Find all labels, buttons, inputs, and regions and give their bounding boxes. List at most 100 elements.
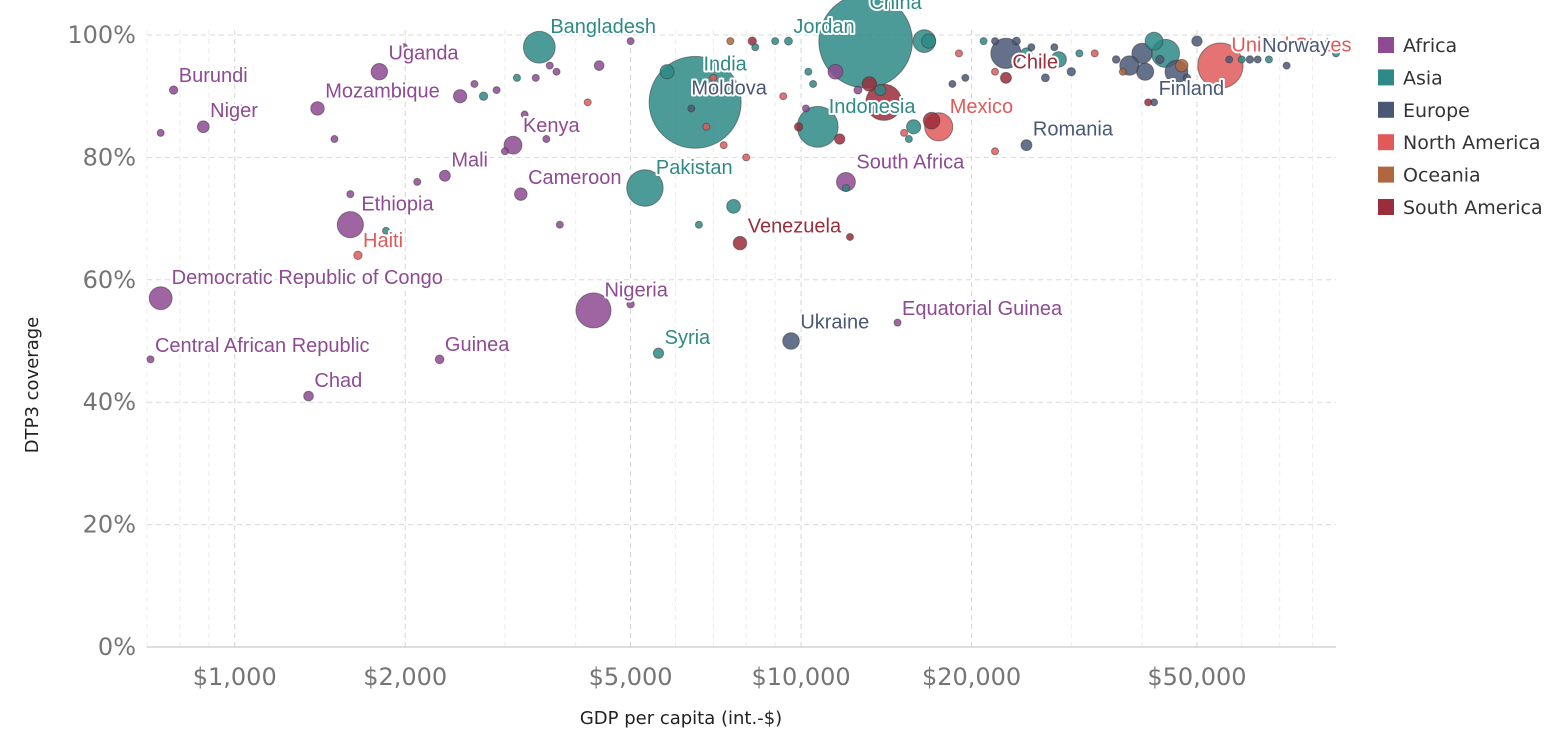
legend: Africa Asia Europe North America Oceania Sout…	[1378, 35, 1543, 219]
data-point	[346, 190, 355, 199]
data-point	[874, 83, 887, 97]
legend-label-asia: Asia	[1403, 67, 1443, 89]
x-axis-title: GDP per capita (int.-$)	[580, 708, 782, 729]
data-point	[1332, 49, 1340, 58]
data-point	[861, 76, 878, 92]
data-point	[156, 128, 165, 137]
legend-swatch-africa	[1378, 37, 1394, 53]
point-label-romania: Romania	[1033, 119, 1114, 141]
data-point	[626, 37, 635, 46]
data-point	[991, 37, 1000, 46]
data-point-cameroon	[514, 187, 528, 201]
data-point	[1075, 49, 1084, 58]
point-label-syria: Syria	[665, 327, 711, 349]
legend-swatch-oceania	[1378, 166, 1394, 183]
data-point-guinea	[434, 354, 445, 365]
point-label-haiti: Haiti	[363, 230, 403, 252]
point-labels: Burundi Niger Uganda Mozambique Kenya Mali Cam…	[153, 0, 1353, 394]
data-point	[804, 67, 813, 76]
data-point	[845, 232, 854, 241]
point-label-indonesia: Indonesia	[829, 96, 917, 118]
point-label-south-africa: South Africa	[856, 151, 965, 173]
point-label-mexico: Mexico	[950, 96, 1013, 118]
legend-swatch-south-america	[1378, 199, 1394, 215]
data-point-haiti	[353, 250, 363, 260]
data-point	[1144, 31, 1164, 51]
data-point	[1182, 73, 1192, 83]
data-point	[991, 67, 1000, 76]
data-point	[694, 220, 703, 229]
data-point	[520, 110, 529, 119]
data-point	[399, 43, 408, 52]
data-point	[478, 91, 489, 101]
data-point	[1155, 54, 1165, 65]
data-point	[979, 37, 988, 46]
point-label-burundi: Burundi	[179, 65, 248, 87]
data-point	[1111, 55, 1121, 64]
data-point-mozambique	[310, 101, 325, 116]
data-point	[719, 141, 728, 150]
data-point	[900, 128, 909, 137]
x-tick-label: $2,000	[363, 663, 447, 691]
x-tick-label: $1,000	[193, 663, 277, 691]
data-point	[1050, 51, 1067, 68]
point-label-uganda: Uganda	[389, 43, 460, 65]
legend-label-oceania: Oceania	[1403, 165, 1481, 187]
data-point	[709, 73, 718, 82]
data-point-burundi	[168, 85, 179, 95]
point-label-ukraine: Ukraine	[800, 312, 869, 334]
data-point	[626, 300, 635, 309]
y-tick-label: 0%	[98, 633, 136, 661]
y-tick-label: 100%	[67, 21, 136, 49]
data-point-jordan	[784, 36, 793, 46]
point-label-democratic-republic-of-congo: Democratic Republic of Congo	[172, 267, 443, 289]
data-point-ukraine	[782, 332, 800, 350]
data-point	[542, 135, 551, 144]
data-point	[961, 73, 970, 82]
legend-swatch-europe	[1378, 101, 1394, 118]
data-point	[470, 79, 479, 88]
legend-label-north-america: North America	[1403, 132, 1541, 154]
x-tick-label: $20,000	[922, 663, 1021, 691]
y-tick-label: 80%	[83, 143, 136, 171]
data-point	[1011, 36, 1021, 46]
data-point	[841, 184, 850, 192]
data-point	[1040, 73, 1050, 83]
data-point	[742, 153, 751, 162]
data-point	[827, 63, 844, 80]
data-point	[382, 226, 391, 235]
data-point	[1282, 37, 1291, 46]
point-label-kenya: Kenya	[523, 115, 581, 137]
data-points	[146, 0, 1340, 402]
data-point	[779, 92, 788, 101]
point-label-united-states: United States	[1231, 35, 1351, 57]
data-point	[330, 135, 339, 144]
point-label-guinea: Guinea	[445, 334, 510, 356]
legend-swatch-asia	[1378, 69, 1394, 86]
data-point-democratic-republic-of-congo	[148, 286, 173, 311]
point-label-norway: Norway	[1262, 35, 1330, 57]
data-point	[545, 61, 554, 70]
data-point	[500, 147, 509, 156]
data-point-moldova	[687, 104, 696, 113]
legend-label-africa: Africa	[1403, 35, 1457, 57]
data-point	[512, 73, 521, 82]
data-point-ethiopia	[336, 211, 364, 239]
point-label-venezuela: Venezuela	[748, 215, 842, 237]
data-point	[1090, 49, 1099, 58]
data-point-chile	[1000, 71, 1012, 84]
data-point	[906, 119, 922, 135]
data-point	[1050, 43, 1059, 52]
x-tick-label: $10,000	[751, 663, 850, 691]
point-label-pakistan: Pakistan	[656, 157, 733, 179]
data-point	[793, 122, 804, 132]
data-point-niger	[196, 120, 210, 134]
data-point	[1020, 47, 1033, 60]
data-point	[1282, 61, 1291, 70]
point-label-equatorial-guinea: Equatorial Guinea	[902, 298, 1063, 320]
data-point-norway	[1253, 55, 1262, 64]
data-point-chad	[303, 390, 314, 402]
data-point	[386, 92, 395, 101]
point-label-nigeria: Nigeria	[604, 279, 668, 301]
data-point	[452, 89, 468, 104]
